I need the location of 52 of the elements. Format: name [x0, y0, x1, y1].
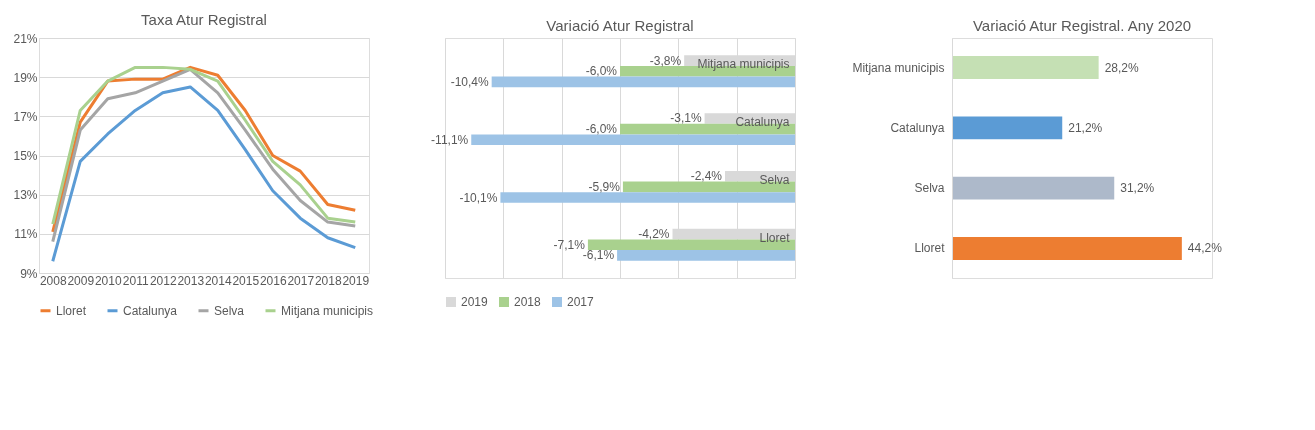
- y-tick-label: Catalunya: [890, 120, 945, 135]
- x-tick-label: 2019: [342, 273, 370, 288]
- bar: [952, 56, 1099, 80]
- y-tick-label: 9%: [20, 266, 38, 281]
- line-series: [51, 85, 357, 263]
- y-tick-label: 15%: [13, 149, 38, 163]
- data-label: -6,0%: [585, 122, 618, 137]
- bar: [952, 176, 1115, 200]
- legend-label: Lloret: [56, 303, 87, 318]
- y-tick-label: Lloret: [914, 241, 946, 256]
- legend-label: Catalunya: [123, 303, 178, 318]
- legend-label: 2018: [514, 295, 542, 309]
- bar: [952, 236, 1182, 260]
- x-tick-label: 2016: [259, 273, 287, 288]
- chart-title: Taxa Atur Registral: [141, 11, 267, 28]
- chart-title: Variació Atur Registral: [546, 17, 694, 34]
- data-label: -11,1%: [431, 132, 469, 147]
- x-tick-label: 2011: [122, 273, 149, 288]
- data-label: -10,4%: [450, 74, 489, 89]
- x-tick-label: 2008: [39, 273, 67, 288]
- data-label: -3,1%: [670, 111, 702, 126]
- data-label: -3,8%: [649, 53, 682, 68]
- y-tick-label: 17%: [13, 109, 38, 124]
- x-tick-label: 2010: [94, 273, 122, 288]
- bar: [952, 116, 1063, 140]
- data-label: 31,2%: [1120, 181, 1155, 196]
- data-label: -4,2%: [638, 227, 670, 242]
- x-tick-label: 2015: [232, 273, 260, 288]
- x-tick-label: 2013: [177, 273, 205, 288]
- y-tick-label: 13%: [13, 188, 38, 203]
- data-label: -5,9%: [588, 179, 621, 194]
- data-label: 21,2%: [1068, 120, 1103, 135]
- x-tick-label: 2012: [149, 273, 177, 288]
- x-tick-label: 2009: [67, 273, 95, 288]
- data-label: 28,2%: [1104, 60, 1139, 75]
- legend-label: Mitjana municipis: [281, 303, 374, 318]
- y-tick-label: Selva: [914, 181, 945, 196]
- x-tick-label: 2017: [287, 273, 315, 288]
- data-label: -6,0%: [585, 64, 618, 79]
- legend-label: Selva: [214, 303, 245, 318]
- chart-title: Variació Atur Registral. Any 2020: [972, 17, 1192, 34]
- data-label: 44,2%: [1187, 241, 1223, 256]
- legend-label: 2019: [461, 295, 489, 309]
- data-label: -10,1%: [459, 190, 498, 205]
- y-tick-label: 11%: [14, 227, 38, 242]
- x-tick-label: 2014: [204, 273, 232, 288]
- y-tick-label: Mitjana municipis: [852, 60, 945, 75]
- data-label: -2,4%: [690, 169, 723, 184]
- legend-label: 2017: [567, 295, 595, 309]
- x-tick-label: 2018: [314, 273, 342, 288]
- y-tick-label: 21%: [13, 31, 38, 46]
- y-tick-label: 19%: [13, 70, 38, 85]
